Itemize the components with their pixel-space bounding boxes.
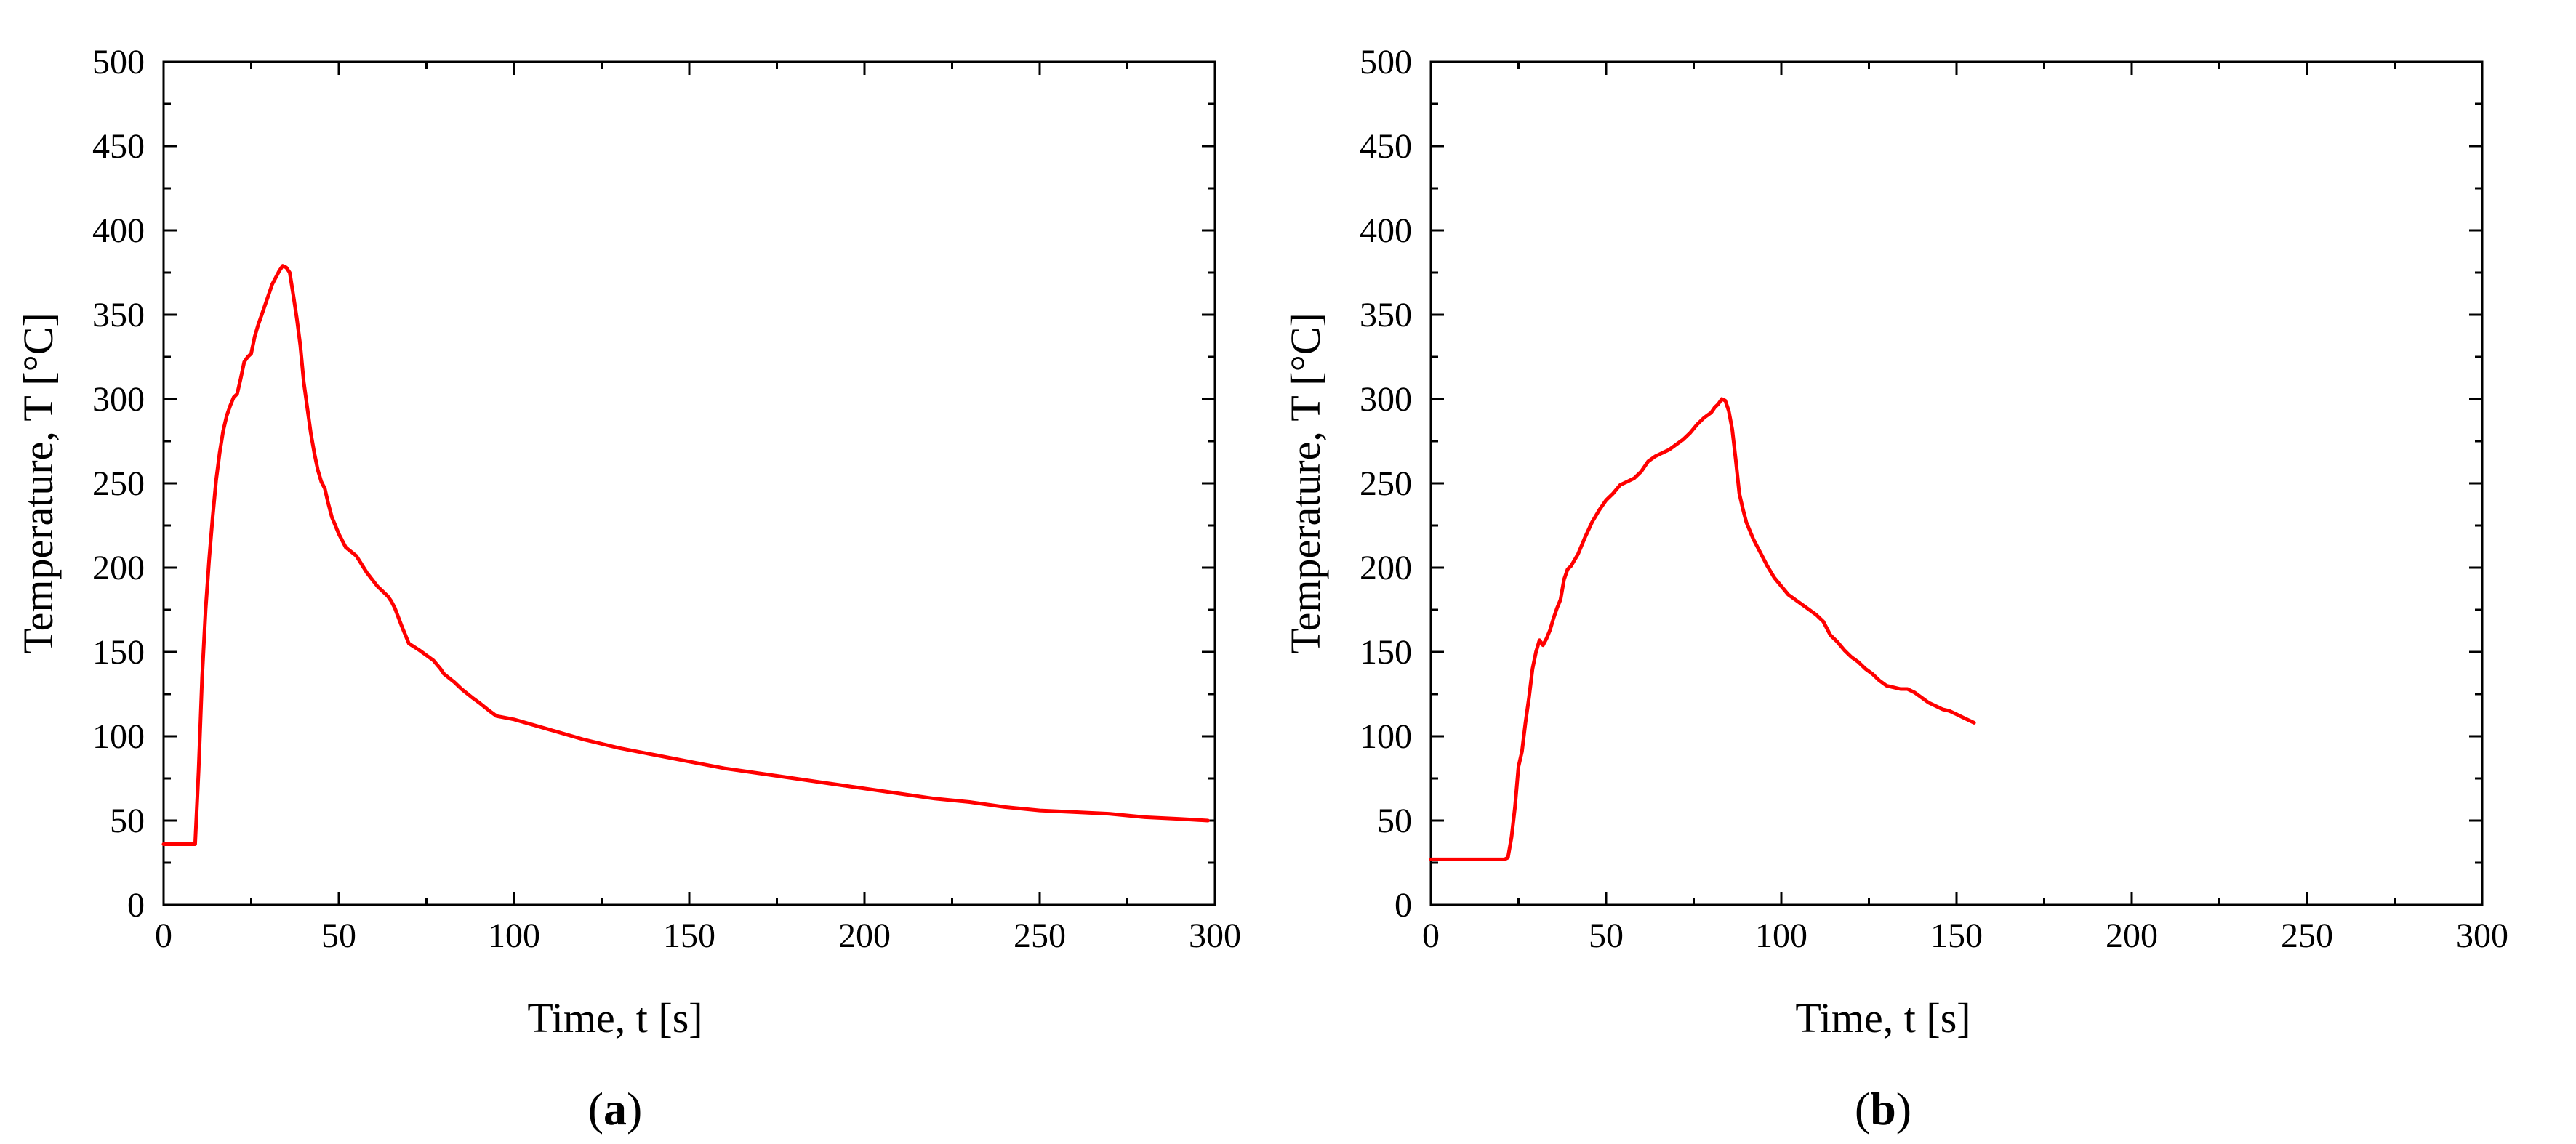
panel-b-temperature-line <box>1429 397 1976 861</box>
panel-b-x-tick-label: 200 <box>2106 917 2158 955</box>
panel-a-temperature-line <box>161 264 1210 846</box>
panel-b-y-tick-label: 50 <box>1377 802 1412 840</box>
panel-b-x-tick-label: 250 <box>2281 917 2333 955</box>
panel-a-y-tick-label: 250 <box>92 464 145 503</box>
panel-b-paren-open: ( <box>1855 1083 1870 1135</box>
panel-b-y-tick-label: 450 <box>1360 127 1412 166</box>
panel-b-y-tick-label: 400 <box>1360 212 1412 250</box>
panel-a-caption: (a) <box>588 1083 643 1135</box>
panel-b-y-tick-label: 300 <box>1360 380 1412 419</box>
panel-b-x-tick-label: 0 <box>1422 917 1440 955</box>
panel-b-y-tick-label: 100 <box>1360 717 1412 756</box>
panel-b-x-tick-label: 100 <box>1755 917 1807 955</box>
panel-a-x-tick-label: 50 <box>321 917 356 955</box>
panel-b-y-tick-label: 500 <box>1360 43 1412 81</box>
panel-a-y-tick-label: 50 <box>110 802 145 840</box>
panel-a-y-tick-label: 500 <box>92 43 145 81</box>
panel-b-y-tick-label: 200 <box>1360 549 1412 587</box>
panel-a-y-tick-label: 200 <box>92 549 145 587</box>
panel-b-plot-frame <box>1429 60 2484 906</box>
panel-a-y-tick-label: 0 <box>127 886 145 925</box>
panel-b-x-axis-title: Time, t [s] <box>1795 994 1970 1042</box>
panel-b-paren-close: ) <box>1896 1083 1911 1135</box>
panel-a-y-tick-label: 450 <box>92 127 145 166</box>
panel-b-x-tick-label: 50 <box>1589 917 1624 955</box>
panel-b-y-tick-label: 0 <box>1395 886 1412 925</box>
panel-b-x-tick-label: 300 <box>2456 917 2508 955</box>
panel-b-chart: 0 50 100 150 200 250 300 0 50 100 150 200 250 300 350 4… <box>1282 43 2508 1042</box>
panel-a-paren-open: ( <box>588 1083 603 1135</box>
panel-a-y-tick-label: 400 <box>92 212 145 250</box>
panel-a-x-axis-title: Time, t [s] <box>527 994 702 1042</box>
panel-b-y-tick-label: 250 <box>1360 464 1412 503</box>
panel-b-letter: b <box>1870 1083 1896 1135</box>
panel-a-y-tick-label: 350 <box>92 296 145 334</box>
panel-a-x-tick-label: 250 <box>1014 917 1066 955</box>
panel-b-y-axis-title: Temperature, T [°C] <box>1282 313 1329 654</box>
panel-a-x-tick-label: 300 <box>1189 917 1241 955</box>
panel-a-x-tick-label: 100 <box>488 917 540 955</box>
panel-b-x-tick-label: 150 <box>1930 917 1983 955</box>
panel-a-y-tick-label: 300 <box>92 380 145 419</box>
panel-a-letter: a <box>603 1083 627 1135</box>
panel-a-x-tick-label: 0 <box>155 917 172 955</box>
panel-a-x-tick-label: 200 <box>838 917 891 955</box>
panel-a-chart: 0 50 100 150 200 250 300 0 50 100 150 200 250 300 350 4… <box>15 43 1241 1042</box>
panel-b-y-tick-label: 350 <box>1360 296 1412 334</box>
panel-b-y-tick-label: 150 <box>1360 633 1412 672</box>
panel-a-paren-close: ) <box>627 1083 642 1135</box>
panel-a-y-axis-title: Temperature, T [°C] <box>15 313 62 654</box>
panel-a-y-tick-label: 150 <box>92 633 145 672</box>
panel-a-x-tick-label: 150 <box>663 917 715 955</box>
panel-b-caption: (b) <box>1855 1083 1911 1135</box>
panel-a-y-tick-label: 100 <box>92 717 145 756</box>
